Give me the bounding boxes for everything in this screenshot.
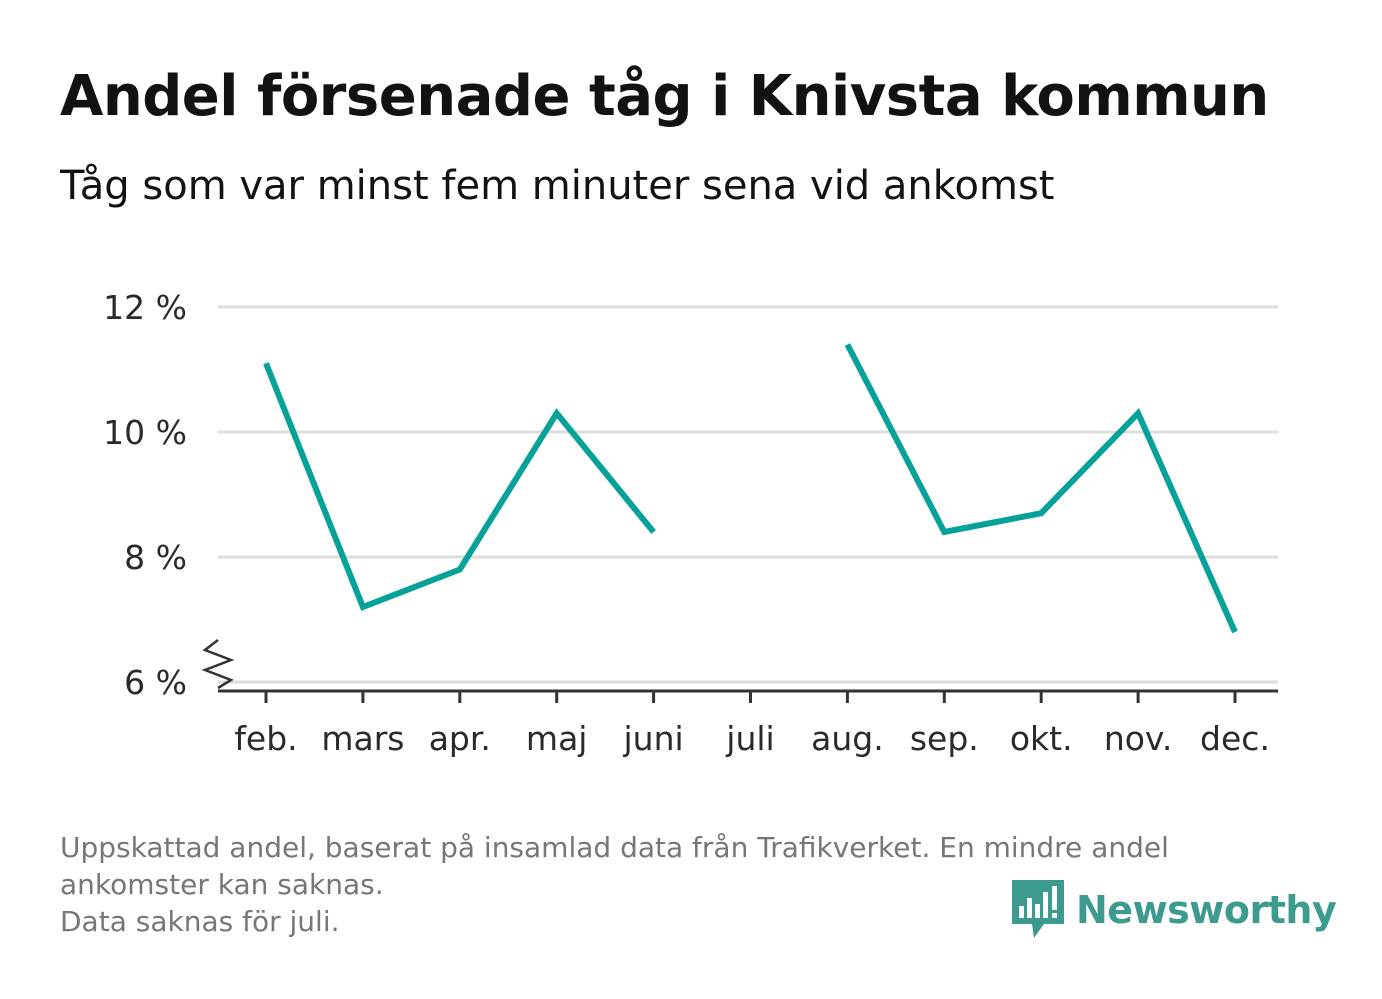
x-tick-label: juli bbox=[725, 719, 774, 758]
y-tick-label: 12 % bbox=[103, 288, 187, 327]
footnote: Uppskattad andel, baserat på insamlad da… bbox=[60, 829, 1320, 940]
x-tick-label: aug. bbox=[811, 719, 884, 758]
x-axis bbox=[201, 639, 1278, 703]
grid-lines bbox=[218, 305, 1278, 684]
x-tick-label: apr. bbox=[429, 719, 491, 758]
x-tick-label: feb. bbox=[234, 719, 297, 758]
footnote-line-3: Data saknas för juli. bbox=[60, 905, 340, 938]
series-line-segment bbox=[844, 343, 1238, 634]
x-tick-label: dec. bbox=[1200, 719, 1270, 758]
y-tick-label: 6 % bbox=[124, 663, 187, 702]
series-line-segment bbox=[263, 362, 656, 611]
axis-break-icon bbox=[201, 639, 235, 690]
x-tick-label: maj bbox=[526, 719, 588, 758]
series-lines bbox=[263, 343, 1238, 634]
y-tick-labels: 6 % 8 % 10 % 12 % bbox=[103, 288, 187, 702]
chart-subtitle: Tåg som var minst fem minuter sena vid a… bbox=[60, 163, 1055, 209]
newsworthy-logo: Newsworthy bbox=[1012, 880, 1337, 940]
chart-title: Andel försenade tåg i Knivsta kommun bbox=[60, 64, 1269, 129]
line-chart: 6 % 8 % 10 % 12 % feb. mars apr. maj juni juli au… bbox=[103, 288, 1278, 758]
x-tick-labels: feb. mars apr. maj juni juli aug. sep. okt. nov. d… bbox=[234, 719, 1270, 758]
x-tick-label: juni bbox=[623, 719, 684, 758]
footnote-line-2: ankomster kan saknas. bbox=[60, 868, 384, 901]
logo-text: Newsworthy bbox=[1076, 888, 1337, 932]
x-tick-label: mars bbox=[321, 719, 404, 758]
x-tick-label: sep. bbox=[910, 719, 979, 758]
x-tick-label: okt. bbox=[1010, 719, 1073, 758]
y-tick-label: 8 % bbox=[124, 538, 187, 577]
footnote-line-1: Uppskattad andel, baserat på insamlad da… bbox=[60, 831, 1169, 864]
x-tick-label: nov. bbox=[1104, 719, 1173, 758]
y-tick-label: 10 % bbox=[103, 413, 187, 452]
newsworthy-bars-icon bbox=[1012, 880, 1064, 938]
